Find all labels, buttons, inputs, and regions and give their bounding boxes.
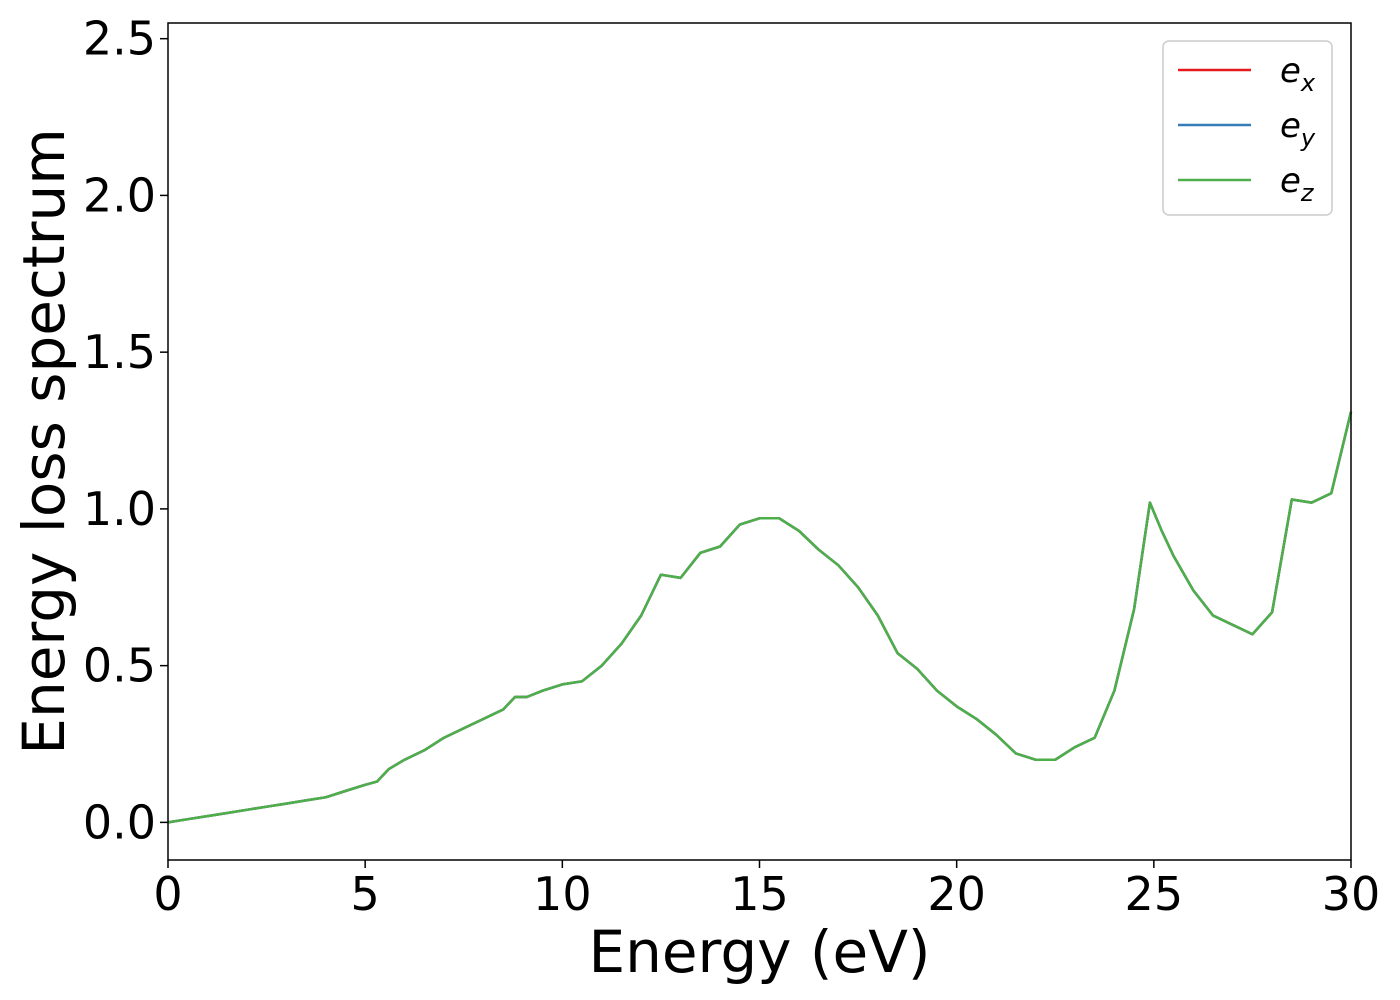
x-tick-label: 30 [1322,867,1381,921]
legend: ex ey ez [1162,40,1333,216]
legend-label-z: ez [1280,161,1315,207]
y-axis-title: Energy loss spectrum [10,128,78,754]
x-tick-label: 25 [1125,867,1184,921]
x-tick-label: 5 [351,867,380,921]
x-tick-label: 10 [533,867,592,921]
y-axis: 0.0 0.5 1.0 1.5 2.0 2.5 [83,12,168,849]
y-tick-label: 0.0 [83,795,156,849]
legend-label-y: ey [1280,106,1316,152]
series-line-y [167,411,1353,824]
y-tick-label: 2.0 [83,168,156,222]
x-tick-label: 15 [730,867,789,921]
x-tick-label: 0 [153,867,182,921]
legend-box [1162,40,1333,216]
y-tick-label: 1.0 [83,482,156,536]
series-line-x [167,411,1353,824]
y-tick-label: 1.5 [83,325,156,379]
legend-label-x: ex [1280,51,1316,97]
y-tick-label: 0.5 [83,639,156,693]
series-line-z [167,411,1353,824]
x-axis: 0 5 10 15 20 25 30 [153,860,1380,921]
x-axis-title: Energy (eV) [588,918,930,986]
y-tick-label: 2.5 [83,12,156,66]
x-tick-label: 20 [927,867,986,921]
plot-content [167,411,1353,824]
